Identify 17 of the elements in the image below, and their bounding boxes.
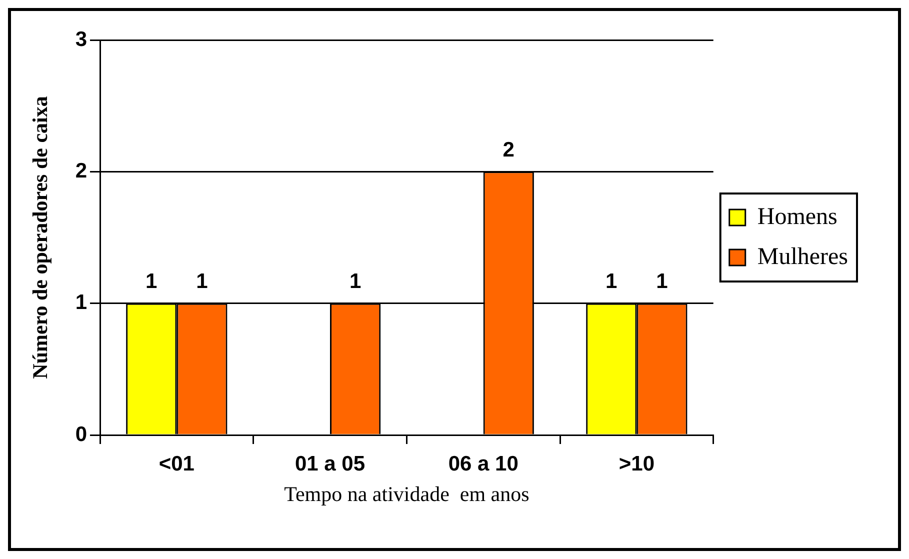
- legend-label: Mulheres: [757, 244, 848, 270]
- y-tick-label: 3: [75, 28, 87, 51]
- x-tick-label: 06 a 10: [448, 452, 518, 476]
- x-tick-label: >10: [618, 452, 654, 476]
- data-label: 1: [656, 270, 668, 294]
- y-tick-label: 1: [75, 291, 88, 314]
- y-tick-label: 0: [75, 422, 87, 446]
- data-label: 1: [349, 270, 362, 294]
- legend-label: Homens: [757, 204, 838, 230]
- y-axis-title: Número de operadores de caixa: [28, 96, 52, 379]
- x-axis-title: Tempo na atividade em anos: [284, 482, 530, 506]
- x-tick-label: 01 a 05: [294, 452, 366, 476]
- data-label: 1: [196, 270, 208, 294]
- x-tick-label: <01: [158, 452, 195, 476]
- y-tick-label: 2: [75, 159, 87, 182]
- data-label: 1: [146, 270, 158, 294]
- data-label: 2: [502, 138, 514, 162]
